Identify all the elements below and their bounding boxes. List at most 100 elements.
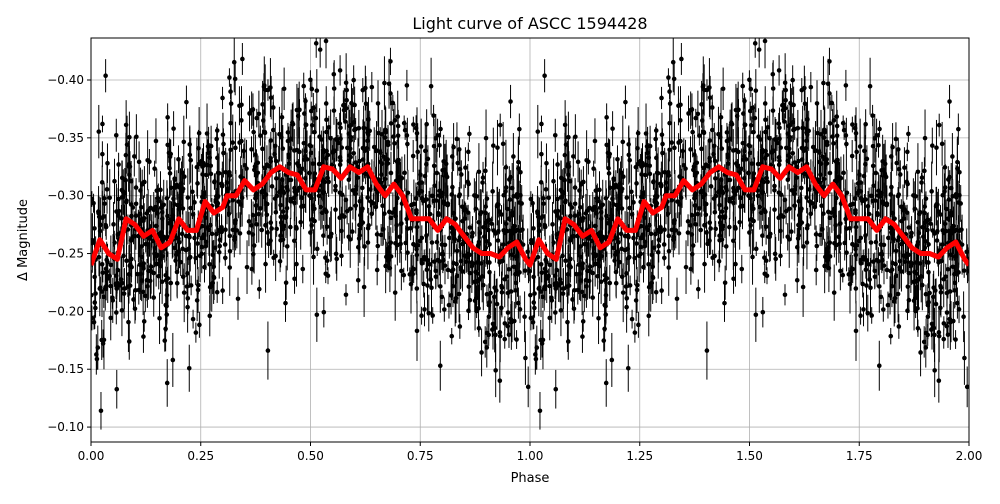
data-point <box>251 252 256 257</box>
data-point <box>500 290 505 295</box>
data-point <box>124 200 129 205</box>
data-point <box>606 151 611 156</box>
data-point <box>716 132 721 137</box>
data-point <box>468 225 473 230</box>
data-point <box>666 75 671 80</box>
data-point <box>419 313 424 318</box>
data-point <box>602 327 607 332</box>
data-point <box>278 259 283 264</box>
data-point <box>814 244 819 249</box>
data-point <box>298 220 303 225</box>
data-point <box>588 264 593 269</box>
data-point <box>284 214 289 219</box>
data-point <box>781 214 786 219</box>
data-point <box>152 166 157 171</box>
data-point <box>788 101 793 106</box>
data-point <box>165 115 170 120</box>
data-point <box>709 184 714 189</box>
data-point <box>626 256 631 261</box>
data-point <box>173 258 178 263</box>
data-point <box>790 78 795 83</box>
data-point <box>869 240 874 245</box>
data-point <box>186 195 191 200</box>
data-point <box>204 173 209 178</box>
data-point <box>450 185 455 190</box>
data-point <box>195 298 200 303</box>
data-point <box>236 296 241 301</box>
data-point <box>540 270 545 275</box>
data-point <box>864 267 869 272</box>
data-point <box>512 264 517 269</box>
data-point <box>487 218 492 223</box>
data-point <box>223 242 228 247</box>
data-point <box>485 292 490 297</box>
data-point <box>669 140 674 145</box>
data-point <box>187 142 192 147</box>
data-point <box>596 316 601 321</box>
data-point <box>924 292 929 297</box>
data-point <box>392 141 397 146</box>
data-point <box>799 186 804 191</box>
data-point <box>547 284 552 289</box>
data-point <box>184 248 189 253</box>
data-point <box>408 226 413 231</box>
data-point <box>565 164 570 169</box>
data-point <box>948 320 953 325</box>
data-point <box>677 174 682 179</box>
data-point <box>294 226 299 231</box>
data-point <box>763 39 768 44</box>
data-point <box>300 267 305 272</box>
data-point <box>529 316 534 321</box>
data-point <box>498 378 503 383</box>
data-point <box>753 41 758 46</box>
data-point <box>411 267 416 272</box>
data-point <box>823 162 828 167</box>
data-point <box>856 181 861 186</box>
data-point <box>299 204 304 209</box>
data-point <box>610 213 615 218</box>
data-point <box>731 238 736 243</box>
data-point <box>383 130 388 135</box>
data-point <box>362 148 367 153</box>
data-point <box>832 214 837 219</box>
data-point <box>158 264 163 269</box>
data-point <box>889 185 894 190</box>
data-point <box>415 286 420 291</box>
data-point <box>148 206 153 211</box>
data-point <box>429 286 434 291</box>
data-point <box>114 209 119 214</box>
data-point <box>909 231 914 236</box>
data-point <box>317 134 322 139</box>
data-point <box>874 171 879 176</box>
data-point <box>571 234 576 239</box>
data-point <box>249 147 254 152</box>
data-point <box>894 137 899 142</box>
data-point <box>120 308 125 313</box>
data-point <box>344 106 349 111</box>
data-point <box>516 160 521 165</box>
data-point <box>92 300 97 305</box>
data-point <box>586 159 591 164</box>
data-point <box>777 125 782 130</box>
data-point <box>382 211 387 216</box>
data-point <box>581 319 586 324</box>
data-point <box>253 164 258 169</box>
data-point <box>100 262 105 267</box>
data-point <box>836 175 841 180</box>
data-point <box>165 381 170 386</box>
data-point <box>338 125 343 130</box>
data-point <box>604 381 609 386</box>
data-point <box>830 134 835 139</box>
data-point <box>850 154 855 159</box>
data-point <box>438 284 443 289</box>
data-point <box>496 238 501 243</box>
data-point <box>419 144 424 149</box>
data-point <box>430 313 435 318</box>
data-point <box>281 209 286 214</box>
data-point <box>405 83 410 88</box>
data-point <box>696 287 701 292</box>
data-point <box>834 114 839 119</box>
data-point <box>821 81 826 86</box>
data-point <box>922 169 927 174</box>
data-point <box>432 164 437 169</box>
